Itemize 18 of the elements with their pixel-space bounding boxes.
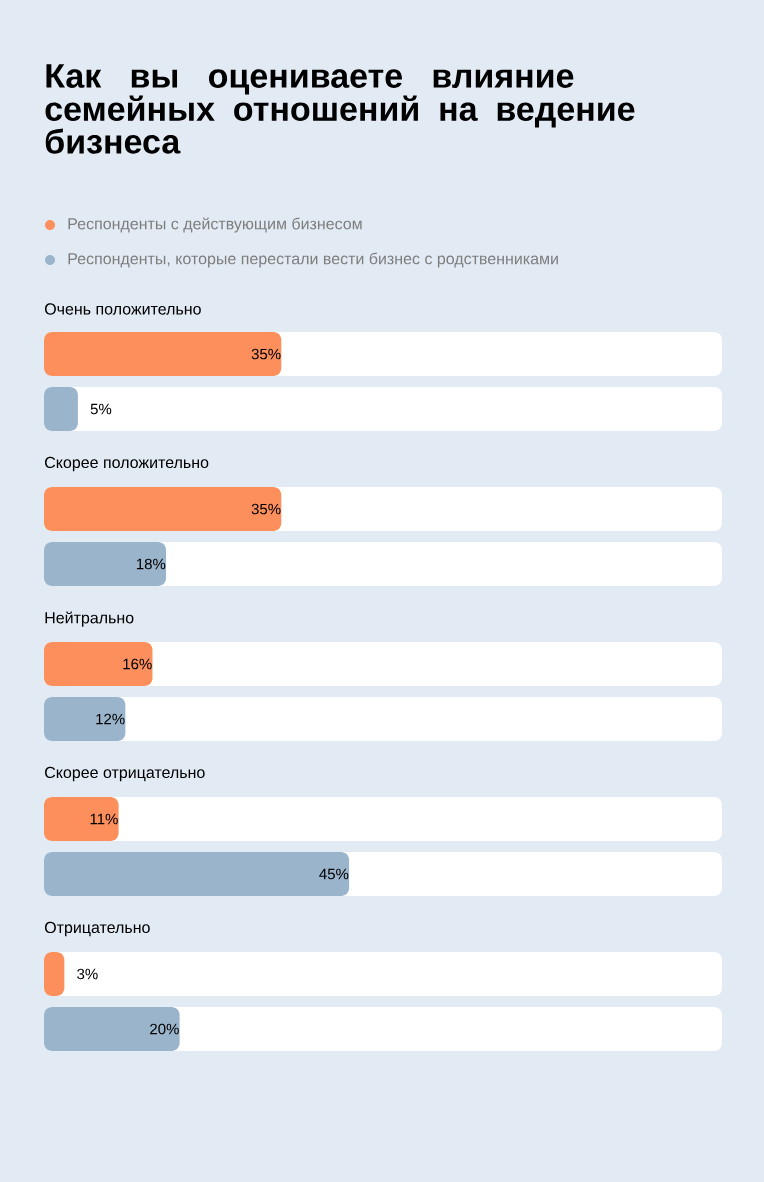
data-label: 16% [123,658,152,670]
y-tick-label: Отрицательно [44,921,150,937]
data-label: 35% [251,348,281,360]
y-tick-label: Очень положительно [44,303,201,315]
y-tick-label: Скорее отрицательно [45,766,205,782]
y-tick-label: Скорее положительно [45,456,209,472]
data-label: 12% [96,713,125,725]
legend-label: Респонденты с действующим бизнесом [68,217,362,233]
data-label: 11% [90,813,118,825]
data-label: 3% [77,968,98,980]
data-label: 35% [251,503,281,515]
chart-title: Как вы оцениваете влияние семейных отношений на ведение бизнеса [45,64,635,154]
data-label: 18% [136,558,166,570]
y-tick-label: Нейтрально [45,611,134,627]
legend-label: Респонденты, которые перестали вести бизнес с родственниками [68,252,558,268]
data-label: 45% [319,868,349,880]
data-label: 20% [150,1023,179,1035]
data-label: 5% [90,403,112,415]
